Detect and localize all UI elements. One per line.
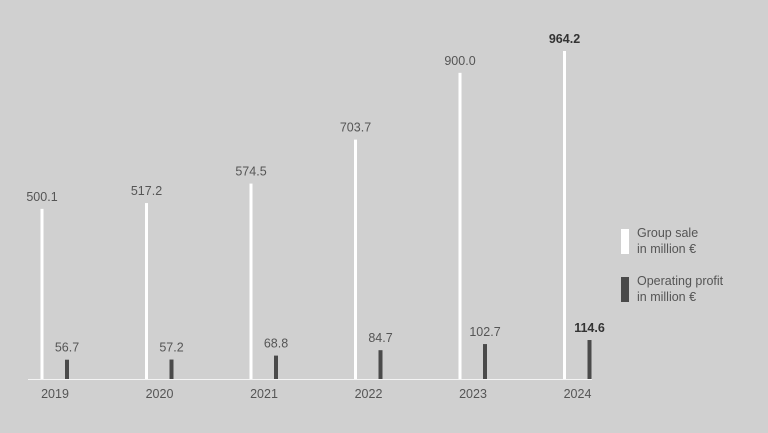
bar [40, 208, 44, 379]
x-tick-label: 2020 [146, 387, 174, 401]
bar [145, 203, 148, 379]
value-label: 500.1 [26, 190, 57, 204]
x-tick-label: 2022 [355, 387, 383, 401]
value-label: 84.7 [368, 331, 392, 345]
bar [354, 139, 357, 379]
bar [169, 359, 174, 379]
bar [65, 359, 69, 379]
x-tick-label: 2023 [459, 387, 487, 401]
bar [563, 51, 566, 379]
value-label: 517.2 [131, 184, 162, 198]
bar [274, 355, 278, 379]
value-label: 900.0 [444, 54, 475, 68]
value-label: 574.5 [235, 165, 266, 179]
value-label: 57.2 [159, 341, 183, 355]
x-tick-label: 2021 [250, 387, 278, 401]
legend-label: Group sale in million € [637, 226, 699, 256]
value-label: 56.7 [55, 341, 79, 355]
bar [483, 344, 487, 379]
value-label: 114.6 [574, 321, 605, 335]
legend-swatch [621, 229, 629, 254]
value-label: 964.2 [549, 32, 580, 46]
bar [249, 183, 253, 379]
bar [587, 340, 592, 379]
value-label: 102.7 [469, 325, 500, 339]
x-tick-label: 2024 [564, 387, 592, 401]
legend-label: Operating profit in million € [637, 274, 724, 304]
value-label: 68.8 [264, 337, 288, 351]
value-label: 703.7 [340, 121, 371, 135]
bar [378, 350, 383, 379]
bar [458, 72, 462, 380]
legend-swatch [621, 277, 629, 302]
x-tick-label: 2019 [41, 387, 69, 401]
